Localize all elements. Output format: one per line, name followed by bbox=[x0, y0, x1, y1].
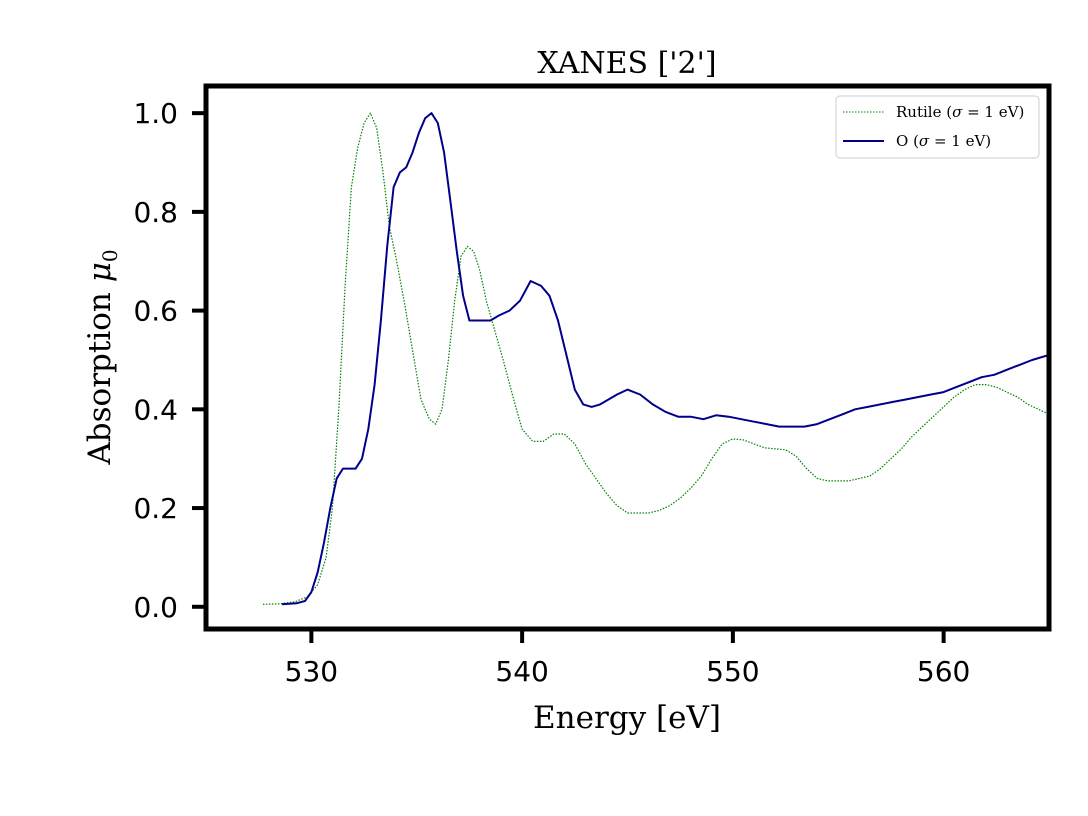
legend-box bbox=[835, 95, 1040, 159]
y-tick-label: 0.2 bbox=[133, 492, 178, 525]
y-axis-label-text: Absorption bbox=[82, 282, 118, 465]
x-axis-label: Energy [eV] bbox=[533, 700, 721, 736]
x-tick-label: 550 bbox=[706, 655, 759, 688]
y-axis-label-symbol: μ bbox=[82, 262, 118, 282]
x-tick-label: 540 bbox=[495, 655, 548, 688]
y-tick-label: 0.4 bbox=[133, 393, 178, 426]
x-tick-label: 560 bbox=[917, 655, 970, 688]
y-axis: 0.0 0.2 0.4 0.6 0.8 1.0 bbox=[133, 97, 206, 624]
legend-label-o: O (σ = 1 eV) bbox=[896, 132, 991, 150]
y-tick-label: 0.6 bbox=[133, 295, 178, 328]
series-line-rutile bbox=[262, 112, 1049, 605]
y-tick-label: 0.8 bbox=[133, 196, 178, 229]
y-tick-label: 0.0 bbox=[133, 591, 178, 624]
chart-title: XANES ['2'] bbox=[537, 46, 716, 81]
y-tick-label: 1.0 bbox=[133, 97, 178, 130]
y-axis-label: Absorption μ0 bbox=[82, 249, 122, 465]
y-axis-label-subscript: 0 bbox=[98, 249, 122, 262]
x-tick-label: 530 bbox=[285, 655, 338, 688]
plot-frame bbox=[203, 83, 1052, 632]
legend-label-rutile: Rutile (σ = 1 eV) bbox=[896, 103, 1024, 121]
series-line-o bbox=[281, 112, 1049, 606]
legend: Rutile (σ = 1 eV) O (σ = 1 eV) bbox=[835, 95, 1040, 159]
x-axis: 530 540 550 560 bbox=[285, 629, 970, 688]
series-layer bbox=[262, 112, 1049, 606]
